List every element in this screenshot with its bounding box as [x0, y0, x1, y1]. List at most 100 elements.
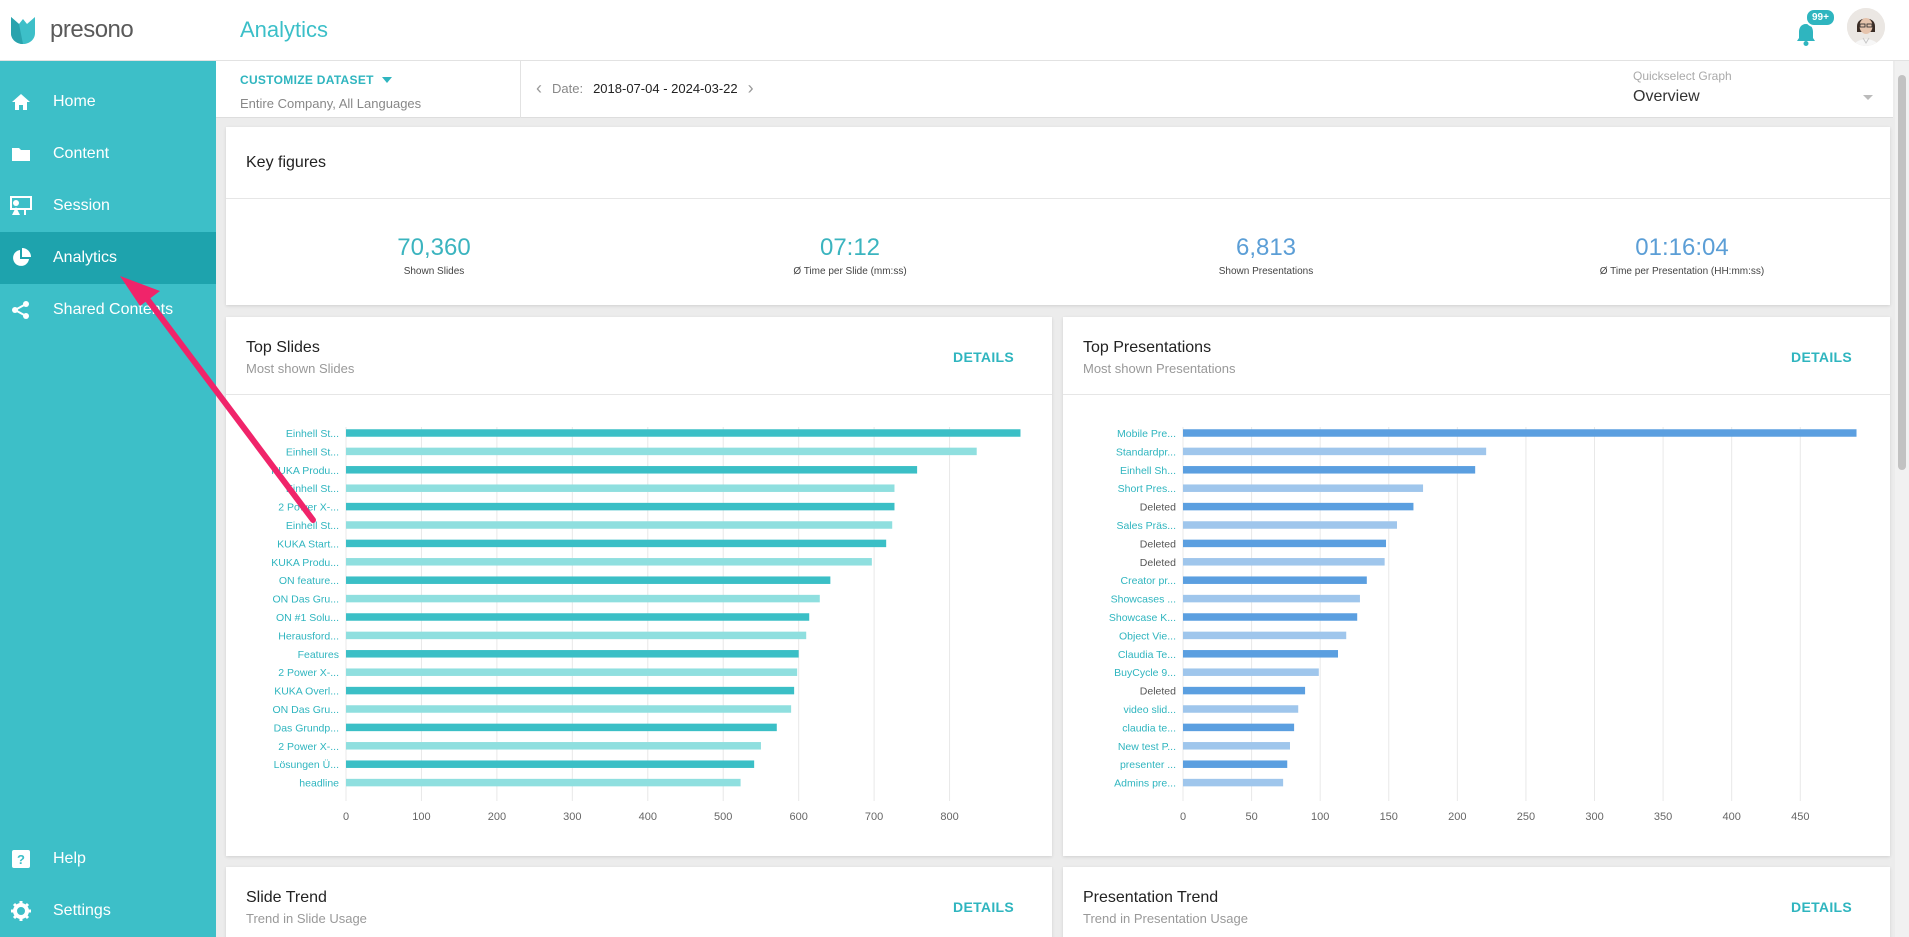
sidebar-item-home[interactable]: Home — [0, 76, 216, 128]
y-category-label[interactable]: Features — [298, 649, 339, 661]
sidebar-item-help[interactable]: ? Help — [0, 833, 216, 885]
bar[interactable] — [1183, 484, 1424, 492]
bar[interactable] — [346, 686, 795, 695]
y-category-label[interactable]: 2 Power X-... — [278, 502, 339, 514]
bar[interactable] — [346, 631, 807, 640]
y-category-label[interactable]: Claudia Te... — [1118, 649, 1176, 661]
y-category-label[interactable]: Sales Präs... — [1116, 520, 1176, 532]
sidebar-item-session[interactable]: Session — [0, 180, 216, 232]
bar[interactable] — [346, 429, 1021, 437]
bar[interactable] — [1183, 539, 1387, 548]
bar[interactable] — [346, 650, 799, 658]
bar[interactable] — [1183, 631, 1347, 640]
y-category-label[interactable]: Herausford... — [278, 630, 339, 642]
y-category-label[interactable]: KUKA Produ... — [271, 465, 339, 477]
y-category-label[interactable]: Einhell St... — [286, 446, 339, 458]
y-category-label[interactable]: Showcases ... — [1111, 594, 1176, 606]
sidebar-item-analytics[interactable]: Analytics — [0, 232, 216, 284]
bar[interactable] — [346, 778, 741, 787]
date-value[interactable]: 2018-07-04 - 2024-03-22 — [593, 80, 738, 96]
sidebar-item-settings[interactable]: Settings — [0, 885, 216, 937]
customize-dataset-button[interactable]: CUSTOMIZE DATASET — [240, 73, 392, 87]
bar[interactable] — [1183, 742, 1290, 750]
y-category-label[interactable]: Einhell St... — [286, 428, 339, 440]
scrollbar-thumb[interactable] — [1898, 75, 1906, 470]
y-category-label[interactable]: KUKA Produ... — [271, 557, 339, 569]
y-category-label[interactable]: Deleted — [1140, 502, 1176, 514]
y-category-label[interactable]: KUKA Start... — [277, 538, 339, 550]
sidebar-item-shared-contents[interactable]: Shared Contents — [0, 284, 216, 336]
bar[interactable] — [346, 742, 761, 750]
y-category-label[interactable]: Einhell Sh... — [1120, 465, 1176, 477]
bar[interactable] — [1183, 558, 1385, 566]
y-category-label[interactable]: presenter ... — [1120, 759, 1176, 771]
chevron-right-icon[interactable]: › — [747, 78, 754, 98]
bar[interactable] — [1183, 668, 1319, 676]
bar[interactable] — [346, 447, 977, 456]
details-button[interactable]: DETAILS — [1791, 899, 1852, 915]
y-category-label[interactable]: 2 Power X-... — [278, 667, 339, 679]
bar[interactable] — [1183, 778, 1284, 787]
y-category-label[interactable]: ON feature... — [279, 575, 339, 587]
logo[interactable]: presono — [0, 0, 216, 61]
bar[interactable] — [1183, 429, 1857, 437]
y-category-label[interactable]: Standardpr... — [1116, 446, 1176, 458]
bar[interactable] — [346, 576, 831, 584]
y-category-label[interactable]: headline — [299, 778, 339, 790]
bar[interactable] — [346, 502, 895, 511]
y-category-label[interactable]: Das Grundp... — [274, 722, 339, 734]
bar[interactable] — [1183, 594, 1360, 603]
bar[interactable] — [346, 613, 810, 621]
y-category-label[interactable]: New test P... — [1118, 741, 1176, 753]
bar[interactable] — [1183, 705, 1299, 713]
details-button[interactable]: DETAILS — [953, 349, 1014, 365]
bar[interactable] — [346, 594, 820, 603]
bar[interactable] — [1183, 447, 1487, 456]
bar[interactable] — [346, 521, 893, 529]
bar[interactable] — [1183, 576, 1367, 584]
bar[interactable] — [346, 539, 887, 548]
sidebar-item-content[interactable]: Content — [0, 128, 216, 180]
avatar[interactable] — [1847, 8, 1885, 46]
y-category-label[interactable]: Lösungen Ü... — [274, 759, 339, 771]
y-category-label[interactable]: claudia te... — [1122, 722, 1176, 734]
y-category-label[interactable]: 2 Power X-... — [278, 741, 339, 753]
bar[interactable] — [1183, 466, 1476, 474]
y-category-label[interactable]: Admins pre... — [1114, 778, 1176, 790]
y-category-label[interactable]: Deleted — [1140, 538, 1176, 550]
y-category-label[interactable]: ON Das Gru... — [272, 704, 339, 716]
y-category-label[interactable]: Einhell St... — [286, 520, 339, 532]
bar[interactable] — [346, 466, 918, 474]
page-scrollbar[interactable] — [1895, 61, 1909, 937]
y-category-label[interactable]: Object Vie... — [1119, 630, 1176, 642]
details-button[interactable]: DETAILS — [1791, 349, 1852, 365]
y-category-label[interactable]: video slid... — [1123, 704, 1176, 716]
bar[interactable] — [1183, 760, 1288, 768]
bar[interactable] — [1183, 686, 1306, 695]
y-category-label[interactable]: Short Pres... — [1118, 483, 1176, 495]
y-category-label[interactable]: Showcase K... — [1109, 612, 1176, 624]
y-category-label[interactable]: ON Das Gru... — [272, 594, 339, 606]
bar[interactable] — [346, 558, 872, 566]
bar[interactable] — [346, 705, 792, 713]
notifications-button[interactable]: 99+ — [1795, 8, 1836, 46]
y-category-label[interactable]: Deleted — [1140, 557, 1176, 569]
bar[interactable] — [1183, 650, 1339, 658]
bar[interactable] — [346, 723, 777, 732]
y-category-label[interactable]: KUKA Overl... — [274, 686, 339, 698]
y-category-label[interactable]: BuyCycle 9... — [1114, 667, 1176, 679]
bar[interactable] — [346, 484, 895, 492]
bar[interactable] — [1183, 723, 1295, 732]
bar[interactable] — [1183, 521, 1397, 529]
quickselect-dropdown[interactable]: Overview — [1633, 88, 1873, 106]
y-category-label[interactable]: Deleted — [1140, 686, 1176, 698]
bar[interactable] — [1183, 613, 1358, 621]
y-category-label[interactable]: Mobile Pre... — [1117, 428, 1176, 440]
bar[interactable] — [1183, 502, 1414, 511]
bar[interactable] — [346, 760, 755, 768]
chevron-left-icon[interactable]: ‹ — [536, 78, 542, 98]
y-category-label[interactable]: Einhell St... — [286, 483, 339, 495]
y-category-label[interactable]: Creator pr... — [1121, 575, 1176, 587]
bar[interactable] — [346, 668, 798, 676]
details-button[interactable]: DETAILS — [953, 899, 1014, 915]
